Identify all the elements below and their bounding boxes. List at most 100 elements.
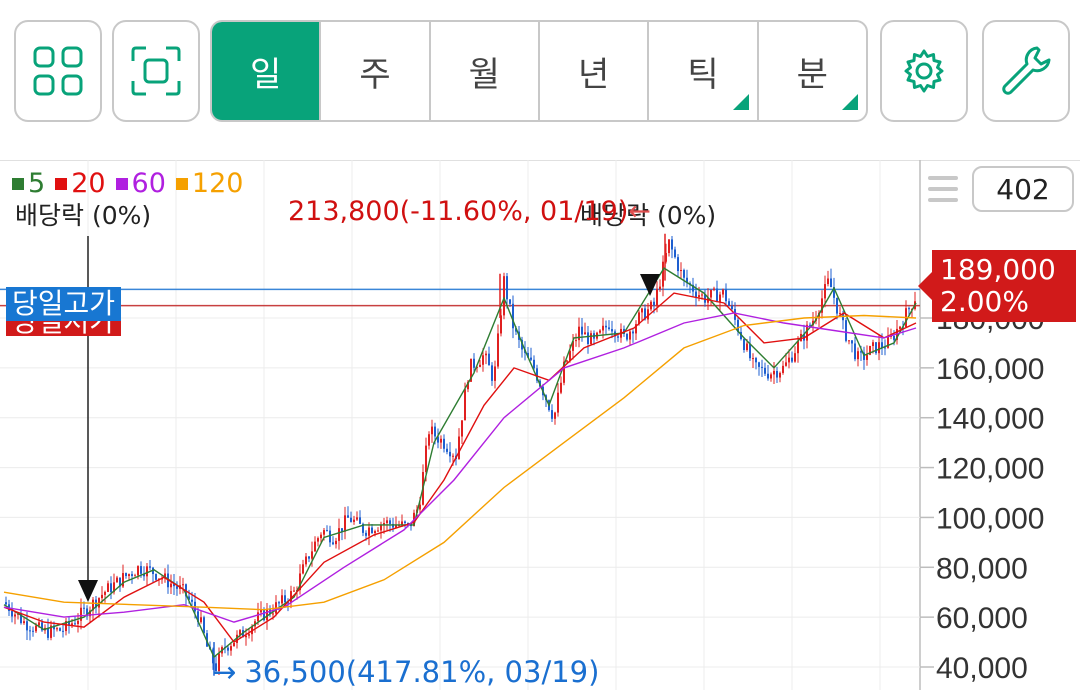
grid-view-button[interactable] — [14, 20, 102, 122]
candle-body — [353, 519, 355, 522]
candle-body — [23, 621, 25, 624]
y-tick-label: 140,000 — [936, 403, 1044, 436]
dividend-marker-arrow-2 — [640, 274, 660, 296]
dropdown-corner-icon — [841, 94, 858, 110]
current-price: 189,000 — [940, 253, 1056, 286]
legend-swatch — [12, 177, 24, 190]
candle-body — [761, 366, 763, 368]
tab-0[interactable]: 일 — [212, 22, 322, 120]
candle-body — [230, 646, 232, 651]
candle-body — [758, 362, 760, 367]
candle-body — [140, 566, 142, 574]
candle-body — [809, 324, 811, 326]
candle-body — [602, 325, 604, 331]
candle-body — [692, 284, 694, 292]
candle-body — [557, 392, 559, 413]
candle-body — [47, 627, 49, 638]
candle-body — [653, 301, 655, 306]
candle-body — [137, 566, 139, 576]
fullscreen-button[interactable] — [112, 20, 200, 122]
candle-body — [68, 621, 70, 626]
candle-body — [236, 634, 238, 643]
candle-body — [170, 583, 172, 588]
candle-body — [701, 294, 703, 296]
candle-body — [869, 346, 871, 355]
candle-body — [257, 612, 259, 622]
candle-body — [110, 583, 112, 593]
candle-body — [203, 617, 205, 634]
candle-body — [308, 556, 310, 559]
candle-body — [425, 445, 427, 473]
candle-body — [116, 577, 118, 583]
candle-body — [638, 312, 640, 325]
candle-body — [278, 602, 280, 604]
candle-body — [749, 343, 751, 359]
candle-body — [899, 326, 901, 329]
candle-body — [290, 591, 292, 603]
candle-body — [326, 530, 328, 532]
candle-body — [494, 366, 496, 381]
tab-4[interactable]: 틱 — [649, 22, 759, 120]
candle-body — [590, 333, 592, 344]
menu-icon[interactable] — [928, 176, 958, 202]
candle-body — [656, 289, 658, 306]
candle-body — [341, 528, 343, 532]
tab-1[interactable]: 주 — [321, 22, 431, 120]
candle-body — [755, 358, 757, 363]
settings-button[interactable] — [880, 20, 968, 122]
candle-body — [464, 389, 466, 421]
candle-body — [101, 594, 103, 599]
tab-5[interactable]: 분 — [759, 22, 866, 120]
tab-3[interactable]: 년 — [540, 22, 650, 120]
candle-body — [647, 309, 649, 320]
candle-body — [248, 634, 250, 636]
legend-swatch — [55, 177, 68, 190]
candle-count-input[interactable]: 402 — [972, 166, 1074, 212]
candle-body — [773, 370, 775, 375]
candle-body — [776, 370, 778, 378]
candle-body — [893, 335, 895, 340]
tab-2[interactable]: 월 — [431, 22, 540, 120]
candle-body — [467, 381, 469, 390]
legend-item: 5 — [12, 168, 45, 199]
candle-body — [35, 625, 37, 632]
candle-body — [533, 359, 535, 369]
candle-body — [461, 420, 463, 437]
candle-body — [812, 320, 814, 326]
candle-body — [65, 621, 67, 632]
candle-body — [866, 354, 868, 360]
candle-body — [581, 326, 583, 335]
candle-body — [395, 525, 397, 528]
grid-icon — [33, 46, 83, 96]
candle-body — [788, 357, 790, 363]
candle-body — [320, 534, 322, 539]
candle-body — [17, 613, 19, 615]
current-price-tag: 189,000 2.00% — [918, 250, 1076, 322]
candle-body — [671, 239, 673, 250]
candle-body — [26, 621, 28, 631]
price-chart[interactable]: 180,000160,000140,000120,000100,00080,00… — [0, 160, 1080, 690]
candle-body — [182, 584, 184, 586]
candle-body — [266, 608, 268, 621]
tools-button[interactable] — [982, 20, 1070, 122]
y-tick-label: 80,000 — [936, 552, 1028, 585]
candle-body — [713, 288, 715, 290]
candle-body — [11, 611, 13, 617]
candle-body — [497, 333, 499, 367]
candle-body — [419, 504, 421, 510]
candle-body — [386, 520, 388, 524]
legend-label: 120 — [191, 168, 244, 199]
candle-body — [797, 341, 799, 354]
candle-body — [806, 324, 808, 341]
candle-body — [710, 289, 712, 298]
candle-body — [764, 367, 766, 374]
candle-body — [629, 331, 631, 340]
candle-body — [191, 599, 193, 602]
candle-body — [833, 287, 835, 298]
candle-body — [641, 308, 643, 313]
candle-body — [62, 630, 64, 632]
candle-body — [872, 342, 874, 347]
candle-body — [338, 528, 340, 541]
candle-body — [371, 527, 373, 534]
candle-body — [785, 362, 787, 366]
